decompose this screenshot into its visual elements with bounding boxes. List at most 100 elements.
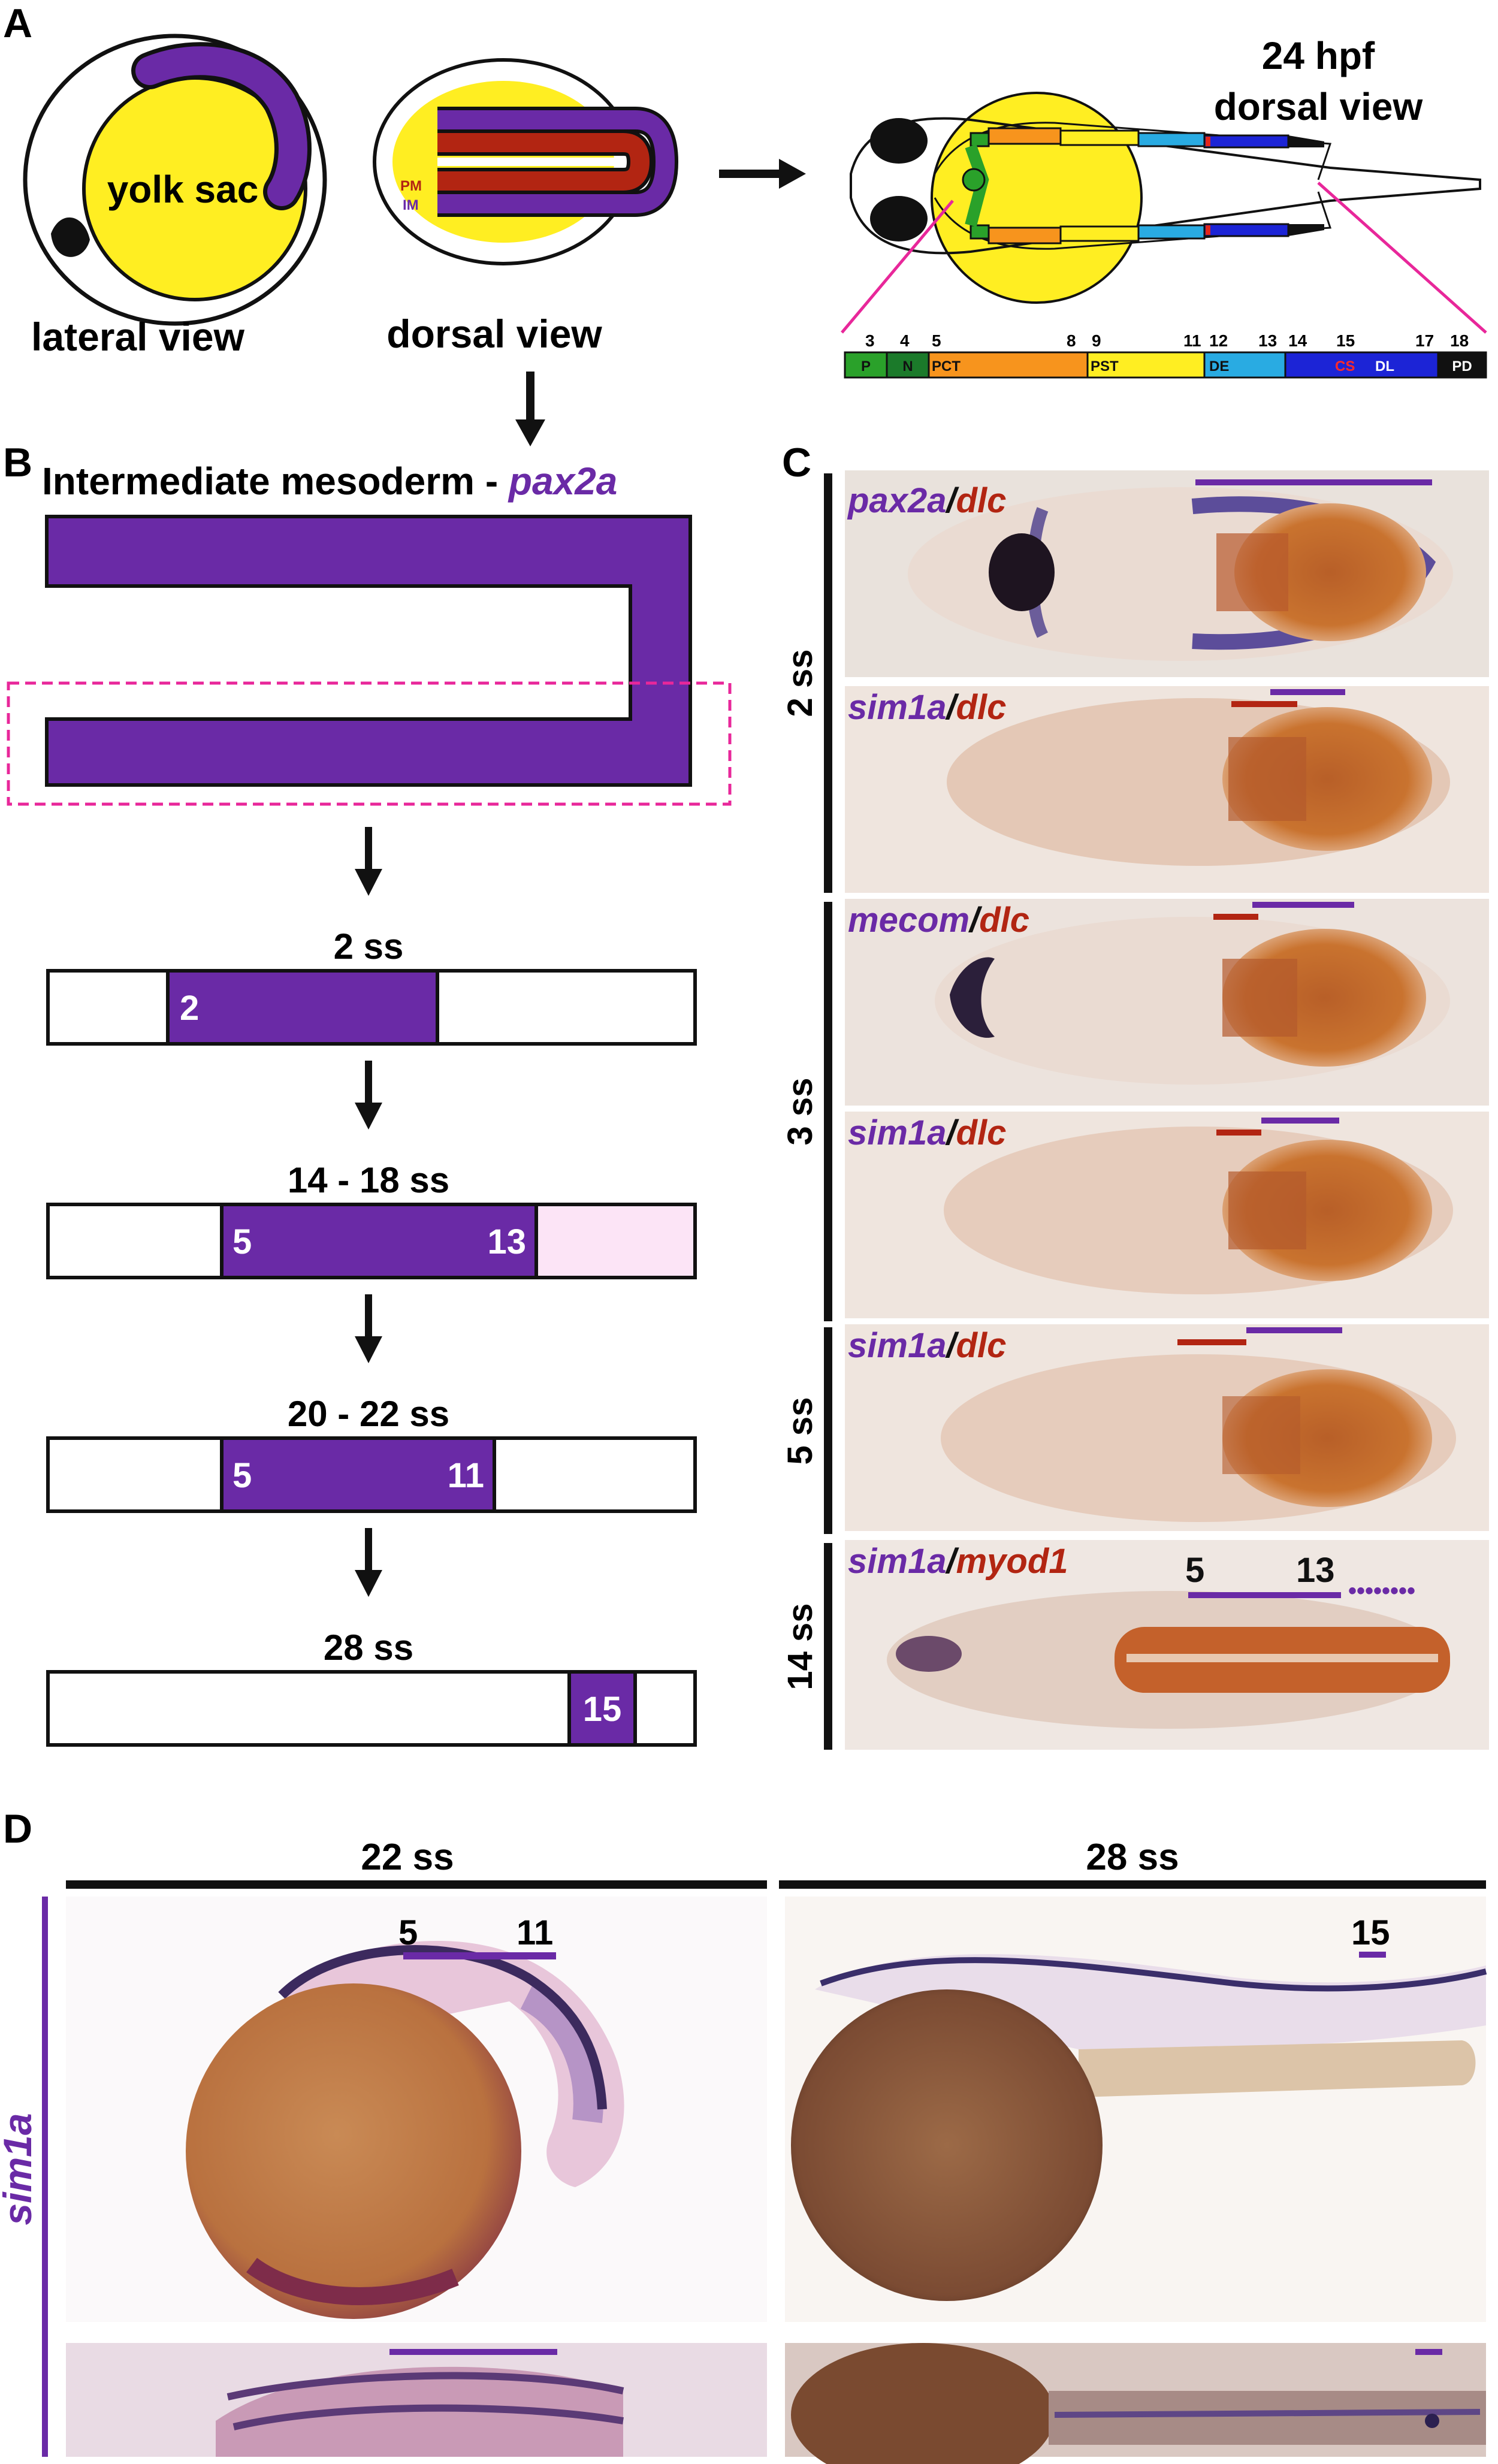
segment-label-pd: PD <box>1452 358 1472 375</box>
row2-label: sim1a/dlc <box>848 688 1006 727</box>
embryo-28ss-image <box>785 1897 1487 2322</box>
stage-bar-3ss <box>824 902 832 1321</box>
image-row-4 <box>845 1112 1489 1318</box>
row3-gene1: mecom <box>848 901 970 940</box>
stage-label-2ss: 2 ss <box>334 926 404 967</box>
row6-number-5: 5 <box>1185 1551 1204 1590</box>
row6-dotted-line: •••••••• <box>1348 1578 1415 1604</box>
stage-20-22ss-domain <box>220 1436 496 1513</box>
yolk-sac-label: yolk sac <box>107 168 259 211</box>
hpf-title-line2: dorsal view <box>1214 85 1423 128</box>
stage-side-label-14ss: 14 ss <box>781 1603 820 1690</box>
bar-number-9: 9 <box>1092 331 1101 350</box>
arrow-down-icon <box>515 372 545 446</box>
bar-number-8: 8 <box>1067 331 1076 350</box>
image-row-5 <box>845 1324 1489 1531</box>
col1-title-bar <box>66 1880 767 1889</box>
bar-number-14: 14 <box>1288 331 1307 350</box>
larva-eye-bottom <box>870 196 928 241</box>
dorsal-view-label: dorsal view <box>386 312 602 356</box>
image-row-3 <box>845 899 1489 1106</box>
panel-b-title: Intermediate mesoderm - pax2a <box>42 460 617 503</box>
strip-28ss-image <box>785 2343 1486 2464</box>
row4-label: sim1a/dlc <box>848 1113 1006 1152</box>
sim1a-side-label: sim1a <box>0 2113 40 2225</box>
row2-gene1: sim1a <box>848 688 946 727</box>
stage-20-22ss-number-start: 5 <box>232 1456 252 1495</box>
row6-gene1: sim1a <box>848 1542 946 1581</box>
row4-gene1: sim1a <box>848 1113 946 1152</box>
nephron-segment-bar: 3 4 5 8 9 11 12 13 14 15 17 18 P N PCT P… <box>844 331 1487 379</box>
segment-label-pst: PST <box>1091 358 1119 375</box>
lateral-view-embryo: yolk sac <box>23 34 327 326</box>
stage-28ss-number: 15 <box>583 1690 622 1729</box>
image-row-1 <box>845 470 1489 677</box>
segment-pct <box>928 351 1089 379</box>
stage-14-18ss-domain <box>220 1203 538 1279</box>
sim1a-side-bar <box>42 1897 48 2457</box>
arrow-right-icon <box>719 159 806 189</box>
row1-label: pax2a/dlc <box>847 481 1006 520</box>
stage-label-20-22ss: 20 - 22 ss <box>288 1394 449 1434</box>
im-u-shape <box>45 515 692 787</box>
bar-number-11: 11 <box>1183 331 1201 350</box>
pm-label: PM <box>400 178 422 194</box>
arrow-down-icon <box>355 1528 382 1597</box>
segment-label-de: DE <box>1209 358 1229 375</box>
larva-24hpf: 24 hpf dorsal view <box>841 34 1487 334</box>
row4-gene2: dlc <box>956 1113 1007 1152</box>
im-label: IM <box>403 197 419 213</box>
stage-side-label-5ss: 5 ss <box>781 1397 820 1465</box>
stage-20-22ss-number-end: 11 <box>448 1456 484 1495</box>
stage-label-28ss: 28 ss <box>324 1627 413 1668</box>
stage-label-14-18ss: 14 - 18 ss <box>288 1160 449 1200</box>
row6-number-13: 13 <box>1296 1551 1335 1590</box>
bar-number-12: 12 <box>1209 331 1228 350</box>
bar-number-15: 15 <box>1336 331 1355 350</box>
stage-side-label-2ss: 2 ss <box>781 650 820 717</box>
col2-title-bar <box>779 1880 1486 1889</box>
segment-pst <box>1086 351 1206 379</box>
row3-gene2: dlc <box>979 901 1029 940</box>
stage-14-18ss-number-start: 5 <box>232 1222 252 1261</box>
col2-title: 28 ss <box>1086 1837 1179 1878</box>
row6-gene2: myod1 <box>956 1542 1068 1581</box>
bar-number-5: 5 <box>932 331 941 350</box>
larva-eye-top <box>870 118 928 164</box>
image-row-6: •••••••• 5 13 <box>845 1540 1489 1750</box>
segment-label-cs: CS <box>1335 358 1355 375</box>
stage-bar-5ss <box>824 1327 832 1534</box>
col1-number-11: 11 <box>517 1913 553 1952</box>
stage-2ss-domain <box>166 969 439 1046</box>
segment-label-dl: DL <box>1375 358 1394 375</box>
row5-gene1: sim1a <box>848 1326 946 1365</box>
arrow-down-icon <box>355 1294 382 1363</box>
stage-2ss-number: 2 <box>180 989 199 1028</box>
lateral-eye <box>51 217 90 257</box>
segment-label-pct: PCT <box>932 358 961 375</box>
col2-bar <box>1359 1952 1386 1958</box>
arrow-down-icon <box>355 827 382 896</box>
stage-14-18ss-number-end: 13 <box>487 1222 526 1261</box>
row3-label: mecom/dlc <box>848 901 1029 940</box>
stage-bar-14ss <box>824 1543 832 1750</box>
panel-d-letter: D <box>3 1806 32 1852</box>
bar-number-13: 13 <box>1258 331 1277 350</box>
segment-label-n: N <box>902 358 913 375</box>
bar-number-4: 4 <box>900 331 910 350</box>
stage-bar-2ss <box>824 473 832 893</box>
row1-gene1: pax2a <box>847 481 946 520</box>
segment-p <box>844 351 888 379</box>
lateral-view-label: lateral view <box>31 315 245 359</box>
bar-number-18: 18 <box>1450 331 1469 350</box>
highlight-box <box>7 681 732 806</box>
panel-b-title-prefix: Intermediate mesoderm - <box>42 460 509 503</box>
stage-14-18ss-pink <box>536 1206 693 1276</box>
stage-side-label-3ss: 3 ss <box>781 1078 820 1146</box>
segment-label-p: P <box>861 358 871 375</box>
stage-28ss-domain <box>567 1670 637 1747</box>
segment-pd <box>1437 351 1487 379</box>
panel-a-letter: A <box>3 1 32 46</box>
panel-b-letter: B <box>3 440 32 485</box>
